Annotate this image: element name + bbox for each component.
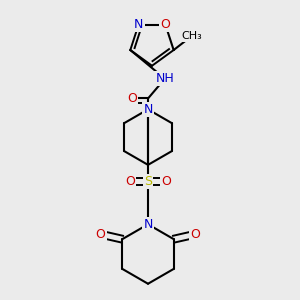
Text: O: O xyxy=(127,92,137,105)
Text: S: S xyxy=(144,175,152,188)
Text: O: O xyxy=(95,228,105,241)
Text: NH: NH xyxy=(155,72,174,85)
Text: N: N xyxy=(134,18,143,31)
Text: N: N xyxy=(143,103,153,116)
Text: N: N xyxy=(143,218,153,231)
Text: O: O xyxy=(160,18,170,31)
Text: O: O xyxy=(190,228,200,241)
Text: CH₃: CH₃ xyxy=(181,31,202,41)
Text: O: O xyxy=(161,175,171,188)
Text: O: O xyxy=(125,175,135,188)
